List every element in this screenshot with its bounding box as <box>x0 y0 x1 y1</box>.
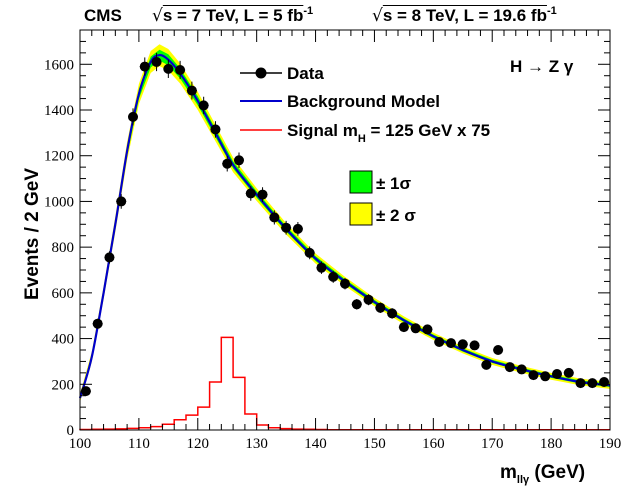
data-point <box>504 362 515 373</box>
legend-signal-suffix: = 125 GeV x 75 <box>366 121 490 140</box>
data-point <box>151 57 162 67</box>
data-point <box>210 124 221 135</box>
x-tick-label: 140 <box>304 436 327 452</box>
data-point <box>186 85 197 96</box>
legend-band1-label: ± 1σ <box>376 174 412 193</box>
legend-signal-sub: H <box>358 133 366 145</box>
legend-background-label: Background Model <box>287 92 440 111</box>
data-point <box>198 100 209 111</box>
x-axis-title: mllγ (GeV) <box>500 462 585 486</box>
data-points <box>80 52 610 397</box>
data-point <box>599 377 610 387</box>
two-sigma-band <box>80 44 610 403</box>
data-point <box>245 188 256 199</box>
data-point <box>104 252 115 263</box>
plot-frame <box>79 29 611 431</box>
data-point <box>587 378 598 389</box>
data-point <box>139 61 150 72</box>
legend-band1-swatch <box>349 170 373 194</box>
y-tick-label: 1400 <box>44 103 74 119</box>
data-point <box>469 340 480 351</box>
data-point <box>398 322 409 333</box>
data-point <box>422 324 433 335</box>
data-point <box>375 302 386 313</box>
data-point <box>457 339 468 350</box>
legend-signal-prefix: Signal m <box>287 121 358 140</box>
data-point <box>80 386 91 397</box>
legend-data-marker <box>255 67 267 79</box>
data-point <box>292 223 303 234</box>
lumi-7tev-sup: -1 <box>303 5 314 17</box>
lumi-8tev-label: √s = 8 TeV, L = 19.6 fb-1 <box>372 5 557 26</box>
x-axis-title-sub: llγ <box>517 474 530 486</box>
x-tick-label: 170 <box>481 436 504 452</box>
data-point <box>281 222 292 233</box>
data-point <box>257 189 268 200</box>
legend-band2-label: ± 2 σ <box>376 206 416 225</box>
data-point <box>328 271 339 282</box>
legend-band2-swatch <box>349 202 373 226</box>
x-tick-label: 190 <box>599 436 622 452</box>
data-point <box>234 155 244 166</box>
x-tick-label: 130 <box>245 436 268 452</box>
data-point <box>410 323 421 334</box>
data-point <box>563 367 574 378</box>
data-point <box>516 364 527 375</box>
legend: Data Background Model Signal mH = 125 Ge… <box>240 64 490 226</box>
two-sigma-band-area <box>80 44 610 403</box>
data-point <box>163 63 174 74</box>
lumi-8tev-sup: -1 <box>546 5 557 17</box>
data-point <box>363 294 374 305</box>
experiment-label: CMS <box>84 6 122 25</box>
data-point <box>116 196 127 207</box>
data-point <box>575 378 586 389</box>
data-point <box>92 318 103 329</box>
y-tick-label: 600 <box>52 286 75 302</box>
channel-label: H → Z γ <box>510 57 574 76</box>
background-model-line <box>78 53 611 399</box>
data-point <box>340 278 350 289</box>
y-tick-label: 1200 <box>44 149 74 165</box>
axes: 100 110 120 130 140 150 160 170 180 190 0 200 400 600… <box>44 29 622 452</box>
y-tick-label: 400 <box>52 332 75 348</box>
lumi-8tev-text: s = 8 TeV, L = 19.6 fb <box>382 6 547 25</box>
x-tick-label: 160 <box>422 436 445 452</box>
y-tick-label: 800 <box>52 240 75 256</box>
x-tick-label: 120 <box>187 436 210 452</box>
data-point <box>481 359 492 370</box>
data-point <box>304 247 315 258</box>
x-tick-label: 100 <box>69 436 92 452</box>
x-axis-title-main: m <box>500 462 517 483</box>
signal-histogram-line <box>79 336 610 431</box>
x-axis-title-unit: (GeV) <box>529 462 585 483</box>
y-tick-label: 200 <box>52 377 75 393</box>
data-point <box>175 65 186 75</box>
lumi-7tev-text: s = 7 TeV, L = 5 fb <box>162 6 304 25</box>
legend-signal-label: Signal mH = 125 GeV x 75 <box>287 121 490 145</box>
lumi-7tev-label: √s = 7 TeV, L = 5 fb-1 <box>152 5 314 26</box>
data-point <box>128 111 138 122</box>
data-point <box>540 371 551 382</box>
background-model-curve <box>78 53 611 399</box>
y-tick-label: 0 <box>67 423 75 439</box>
data-point <box>493 345 504 355</box>
data-point <box>316 262 327 273</box>
signal-histogram <box>79 336 610 431</box>
legend-data-label: Data <box>287 64 324 83</box>
y-axis-title: Events / 2 GeV <box>22 168 43 300</box>
data-point <box>446 338 456 349</box>
data-point <box>552 369 562 379</box>
data-point <box>351 299 362 310</box>
data-point <box>434 337 445 347</box>
data-point <box>222 158 233 169</box>
data-point <box>269 212 280 223</box>
x-tick-label: 180 <box>540 436 563 452</box>
data-point <box>387 308 398 319</box>
y-tick-label: 1600 <box>44 57 74 73</box>
x-tick-label: 110 <box>128 436 150 452</box>
y-tick-label: 1000 <box>44 194 74 210</box>
x-tick-label: 150 <box>363 436 386 452</box>
data-point <box>528 370 539 381</box>
